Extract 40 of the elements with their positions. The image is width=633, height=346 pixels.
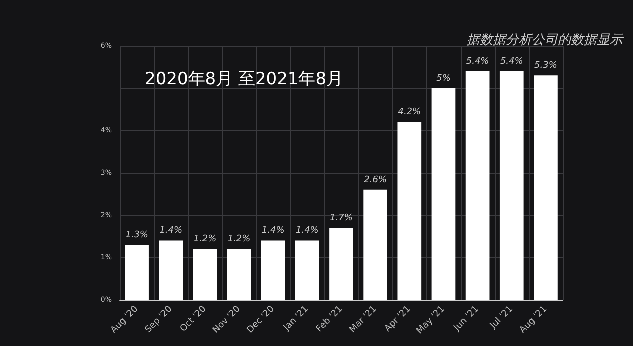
x-tick-label: Nov '20 [211, 304, 243, 336]
bar [159, 240, 184, 300]
data-label: 1.4% [160, 226, 183, 236]
x-tick-label: Apr '21 [383, 304, 414, 334]
data-label: 5% [436, 74, 451, 84]
data-label: 1.2% [228, 234, 251, 245]
bar [193, 249, 218, 300]
data-label: 1.7% [330, 214, 353, 224]
bar [432, 88, 456, 300]
x-tick-label: Sep '20 [144, 304, 175, 336]
data-label: 5.4% [500, 56, 524, 67]
bar [500, 71, 524, 300]
x-tick-label: Mar '21 [348, 304, 380, 336]
x-tick-label: Aug '21 [518, 304, 550, 336]
x-tick-label: Jan '21 [282, 304, 311, 334]
data-label: 1.4% [296, 226, 319, 236]
data-label: 1.2% [194, 234, 217, 245]
x-tick-label: Oct '20 [178, 304, 209, 334]
x-tick-label: Dec '20 [246, 304, 278, 336]
bar [398, 122, 422, 300]
data-label: 2.6% [364, 175, 388, 186]
x-tick-label: Jul '21 [488, 304, 516, 332]
x-tick-label: Aug '20 [109, 304, 141, 336]
text: 2020年8月 至2021年8月 [145, 70, 344, 90]
bar [125, 244, 149, 300]
annotation: 据数据分析公司的数据显示 [467, 33, 625, 48]
x-tick-label: Jun '21 [452, 304, 482, 334]
x-tick-label: Feb '21 [314, 304, 346, 335]
data-label: 1.4% [262, 226, 285, 236]
bar [466, 71, 490, 300]
data-label: 5.4% [466, 56, 490, 67]
bar [295, 240, 320, 300]
bar [364, 190, 388, 300]
bar [227, 249, 252, 300]
data-label: 4.2% [398, 108, 422, 118]
bar [261, 240, 286, 300]
bar [330, 228, 354, 300]
data-label: 5.3% [534, 61, 558, 72]
data-label: 1.3% [126, 230, 148, 240]
bar [534, 76, 558, 300]
